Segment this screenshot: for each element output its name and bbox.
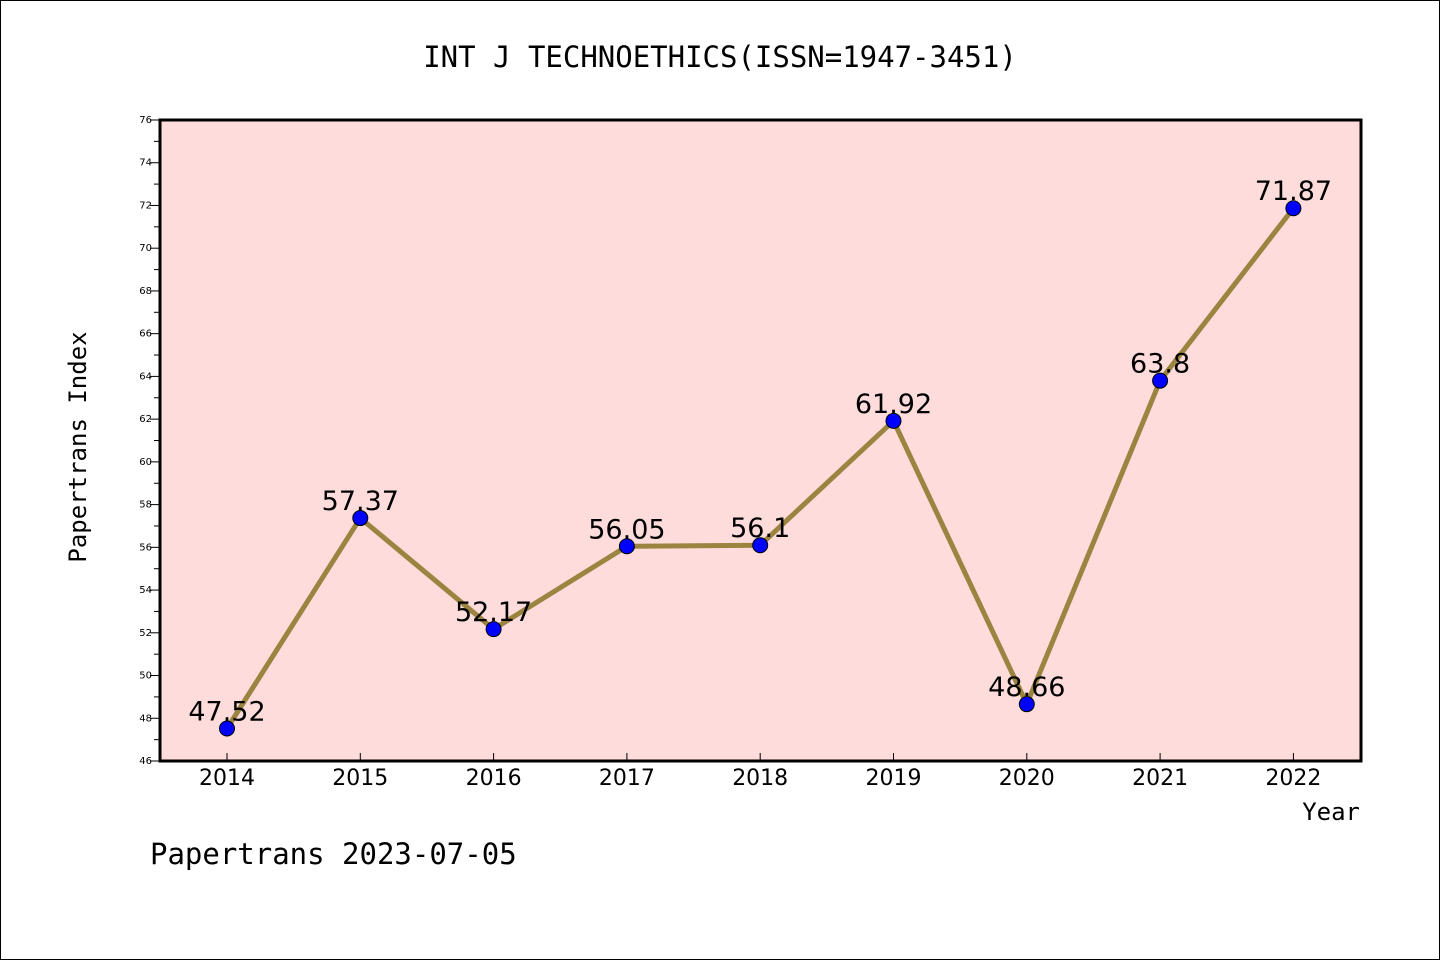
y-tick-label: 76 <box>139 115 152 126</box>
y-tick-label: 50 <box>139 671 152 682</box>
chart-title: INT J TECHNOETHICS(ISSN=1947-3451) <box>423 40 1017 74</box>
y-tick-label: 64 <box>139 371 152 382</box>
data-point <box>1018 696 1035 713</box>
x-tick-label: 2020 <box>999 766 1055 791</box>
y-tick-label: 70 <box>139 243 152 254</box>
y-tick-label: 68 <box>139 286 152 297</box>
y-tick-label: 46 <box>139 756 152 767</box>
y-tick-label: 54 <box>139 585 152 596</box>
data-label: 48.66 <box>988 672 1065 703</box>
plot-area <box>160 120 1361 761</box>
x-tick-label: 2017 <box>599 766 655 791</box>
data-point <box>752 537 769 554</box>
series-line-group <box>219 200 1302 737</box>
y-tick-label: 66 <box>139 329 152 340</box>
y-tick-label: 62 <box>139 414 152 425</box>
x-tick-label: 2019 <box>866 766 922 791</box>
y-tick-label: 58 <box>139 500 152 511</box>
x-tick-label: 2022 <box>1265 766 1321 791</box>
y-tick-label: 60 <box>139 457 152 468</box>
data-point <box>885 412 902 429</box>
data-label: 57.37 <box>322 486 399 517</box>
data-label: 47.52 <box>188 697 265 728</box>
x-tick-label: 2021 <box>1132 766 1188 791</box>
y-tick-label: 48 <box>139 713 152 724</box>
data-point <box>352 510 369 527</box>
data-point <box>1152 372 1169 389</box>
x-axis-ticks: 2014 2015 2016 2017 2018 2019 2020 2021 2022 <box>199 753 1321 791</box>
footer-caption: Papertrans 2023-07-05 <box>150 837 517 871</box>
x-tick-label: 2014 <box>199 766 255 791</box>
y-tick-label: 56 <box>139 542 152 553</box>
data-point <box>618 538 635 555</box>
data-point <box>219 720 235 737</box>
y-axis-ticks: 46 48 50 52 54 56 58 60 62 64 66 68 70 72 74 76 <box>139 115 160 767</box>
data-label: 71.87 <box>1255 176 1332 207</box>
y-tick-label: 74 <box>139 158 152 169</box>
data-point <box>1285 200 1302 217</box>
data-label: 61.92 <box>855 389 932 420</box>
data-label: 63.8 <box>1130 349 1190 380</box>
x-tick-label: 2016 <box>466 766 522 791</box>
x-tick-label: 2018 <box>732 766 788 791</box>
y-axis-label: Papertrans Index <box>64 331 92 562</box>
y-tick-label: 72 <box>139 200 152 211</box>
y-tick-label: 52 <box>139 628 152 639</box>
data-point <box>485 621 502 638</box>
x-tick-label: 2015 <box>332 766 388 791</box>
data-label: 56.1 <box>730 513 790 544</box>
x-axis-label: Year <box>1302 798 1360 826</box>
data-label: 52.17 <box>455 597 532 628</box>
data-label: 56.05 <box>588 514 665 545</box>
plot-border <box>158 118 1363 763</box>
data-labels-group: 47.52 57.37 52.17 56.05 56.1 61.92 48.66 63.8 71… <box>188 176 1332 727</box>
